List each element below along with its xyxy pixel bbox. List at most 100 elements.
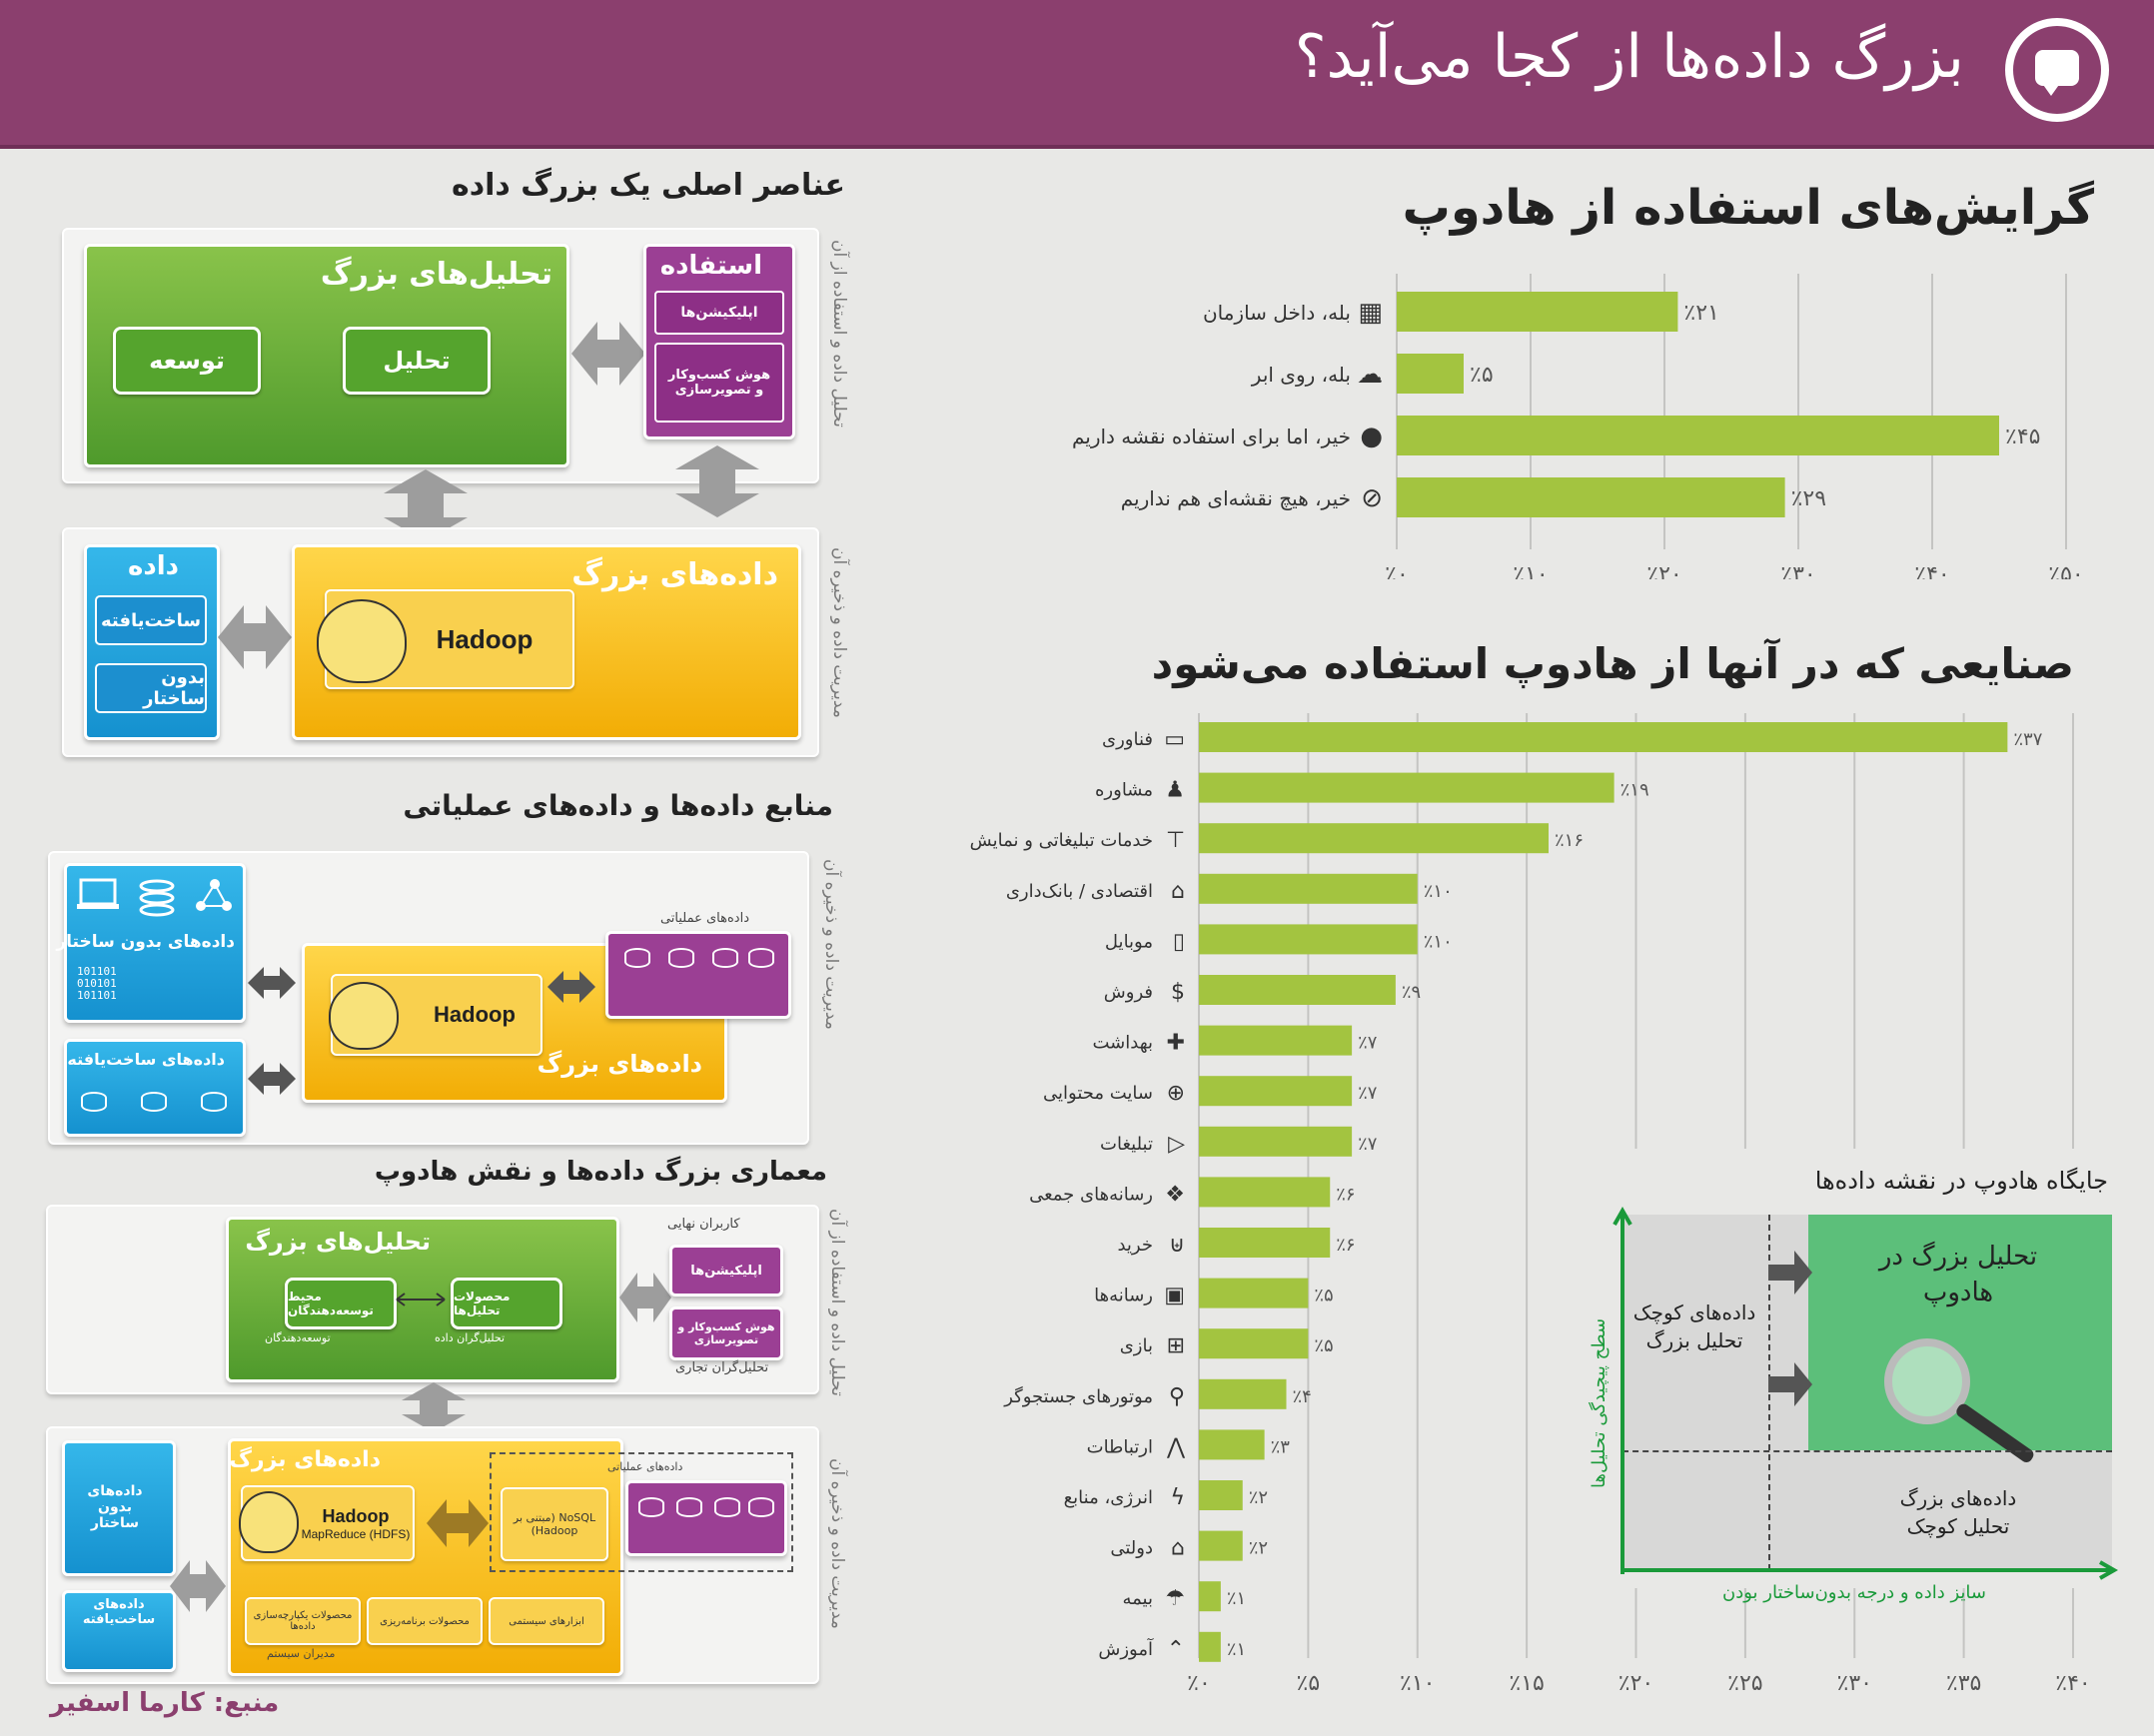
- sources-hadoop-box[interactable]: Hadoop: [329, 974, 542, 1056]
- arch-unstructured-label: داده‌های بدون ساختار: [87, 1483, 143, 1531]
- arch-bi-box[interactable]: هوش کسب‌وکار و تصویرسازی: [669, 1306, 783, 1360]
- arch-bi-label: هوش کسب‌وکار و تصویرسازی: [677, 1320, 775, 1346]
- end-users-label: کاربران نهایی: [667, 1217, 740, 1232]
- category-label: خدمات تبلیغاتی و نمایش: [970, 830, 1153, 851]
- antenna-icon: ⋀: [1166, 1434, 1186, 1459]
- category-label: انرژی، منابع: [1064, 1487, 1153, 1508]
- x-tick-label: ٪۱۵: [1509, 1671, 1544, 1696]
- bar: [1199, 1581, 1221, 1612]
- big-analytics-title: تحلیل‌های بزرگ: [320, 257, 552, 292]
- bar-value-label: ٪۲: [1249, 1487, 1268, 1508]
- umbrella-icon: ☂: [1165, 1586, 1185, 1611]
- bar-value-label: ٪۹: [1402, 982, 1421, 1003]
- hadoop-box[interactable]: Hadoop: [317, 589, 574, 689]
- bar-value-label: ٪۱: [1227, 1639, 1246, 1660]
- tv-icon: ▣: [1164, 1284, 1185, 1308]
- double-arrow-icon-4: [248, 1063, 296, 1095]
- double-arrow-icon-3: [248, 967, 296, 999]
- arch-hadoop-box[interactable]: Hadoop MapReduce (HDFS): [239, 1485, 415, 1561]
- bar-value-label: ٪۴۵: [2005, 425, 2040, 449]
- bar-value-label: ٪۵: [1314, 1286, 1333, 1306]
- x-tick-label: ٪۴۰: [1914, 562, 1949, 579]
- database-icon: [638, 1497, 664, 1517]
- category-label: بیمه: [1123, 1588, 1154, 1609]
- quadrant-divider-h: [1622, 1450, 2112, 1452]
- bar-value-label: ٪۲۹: [1791, 486, 1826, 511]
- bar-value-label: ٪۳۷: [2013, 729, 2042, 750]
- arch-apps-box[interactable]: اپلیکیشن‌ها: [669, 1245, 783, 1297]
- x-tick-label: ٪۱۰: [1400, 1671, 1435, 1696]
- arch-unstructured-box: داده‌های بدون ساختار: [62, 1440, 176, 1576]
- x-tick-label: ٪۵: [1297, 1671, 1321, 1696]
- x-tick-label: ٪۳۰: [1780, 562, 1815, 579]
- government-icon: ⌂: [1171, 1536, 1185, 1561]
- graduation-icon: ⌃: [1167, 1637, 1185, 1662]
- developers-label: توسعه‌دهندگان: [265, 1331, 331, 1344]
- bar-value-label: ٪۱۶: [1555, 830, 1584, 851]
- develop-button[interactable]: توسعه: [113, 327, 261, 395]
- bi-button[interactable]: هوش کسب‌وکار و تصویرسازی: [654, 343, 784, 423]
- speech-icon: ●: [1360, 422, 1383, 451]
- bar: [1199, 1025, 1353, 1056]
- planning-box[interactable]: محصولات برنامه‌ریزی: [367, 1597, 483, 1645]
- bar-value-label: ٪۵: [1470, 363, 1494, 388]
- bar-value-label: ٪۷: [1358, 1083, 1378, 1104]
- arch-apps-label: اپلیکیشن‌ها: [690, 1263, 762, 1279]
- sources-big-data-title: داده‌های بزرگ: [537, 1050, 702, 1078]
- quadrant-top-right: تحلیل بزرگ در هادوپ: [1848, 1239, 2068, 1310]
- sources-hadoop-label: Hadoop: [434, 1002, 516, 1027]
- x-tick-label: ٪۵۰: [2048, 562, 2083, 579]
- bar: [1199, 1126, 1353, 1157]
- bolt-icon: ϟ: [1170, 1485, 1185, 1510]
- hadoop-label: Hadoop: [436, 623, 534, 654]
- play-icon: ▷: [1168, 1132, 1185, 1157]
- dollar-icon: $: [1171, 980, 1185, 1005]
- sys-admins-label: مدیران سیستم: [267, 1647, 336, 1660]
- x-tick-label: ٪۴۰: [2055, 1671, 2090, 1696]
- system-tools-box[interactable]: ابزارهای سیستمی: [489, 1597, 604, 1645]
- chart2-svg: ٪۰ ٪۵ ٪۱۰ ٪۱۵ ٪۲۰ ٪۲۵ ٪۳۰ ٪۳۵ ٪۴۰ ٪۳۷ ▭ فناوری ٪۱۹ ♟ م…: [970, 713, 2091, 1696]
- search-icon: ⚲: [1169, 1384, 1185, 1409]
- data-title: داده: [128, 551, 179, 581]
- vertical-arrow-icon-2: [675, 445, 759, 517]
- bar: [1199, 1378, 1287, 1409]
- integration-box[interactable]: محصولات یکپارچه‌سازی داده‌ها: [245, 1597, 361, 1645]
- category-label: سایت محتوایی: [1043, 1083, 1153, 1104]
- bar-value-label: ٪۴: [1293, 1386, 1312, 1407]
- arch-nosql-box[interactable]: NoSQL (مبتنی بر Hadoop): [501, 1487, 608, 1561]
- binary-icon: 101101 010101 101101: [77, 965, 117, 1002]
- arch-heading: معماری بزرگ داده‌ها و نقش هادوپ: [374, 1157, 827, 1187]
- analysis-button[interactable]: تحلیل: [343, 327, 491, 395]
- double-arrow-icon: [571, 322, 645, 386]
- analytics-products-button[interactable]: محصولات تحلیل‌ها: [451, 1278, 562, 1329]
- bar-value-label: ٪۳: [1271, 1436, 1291, 1457]
- x-tick-label: ٪۳۰: [1837, 1671, 1872, 1696]
- arch-analytics-box: تحلیل‌های بزرگ محیط توسعه‌دهندگان محصولا…: [226, 1217, 619, 1382]
- big-data-box: داده‌های بزرگ Hadoop: [292, 544, 801, 740]
- bar: [1397, 354, 1464, 394]
- globe-icon: ⊕: [1167, 1081, 1185, 1106]
- arch-hadoop-label: Hadoop: [322, 1505, 390, 1526]
- page-title: بزرگ داده‌ها از کجا می‌آید؟: [1294, 22, 1964, 92]
- dev-env-button[interactable]: محیط توسعه‌دهندگان: [285, 1278, 397, 1329]
- vertical-arrow-icon: [384, 469, 468, 541]
- quadrant-top-right-line2: هادوپ: [1922, 1278, 1994, 1307]
- source-credit: منبع: کارما اسفیر: [50, 1688, 280, 1718]
- mobile-icon: ▯: [1173, 929, 1185, 954]
- apps-button[interactable]: اپلیکیشن‌ها: [654, 291, 784, 335]
- x-tick-label: ٪۲۵: [1727, 1671, 1762, 1696]
- quadrant-axes: [1613, 1206, 2119, 1580]
- structured-button[interactable]: ساخت‌یافته: [95, 595, 207, 645]
- unstructured-button[interactable]: بدون ساختار: [95, 663, 207, 713]
- category-label: موتورهای جستجوگر: [1003, 1385, 1153, 1407]
- arch-hadoop-sub: MapReduce (HDFS): [301, 1526, 411, 1541]
- database-icon: [714, 1497, 740, 1517]
- bi-line2: و تصویرسازی: [674, 383, 764, 398]
- bar: [1199, 1278, 1309, 1308]
- category-label: مشاوره: [1095, 780, 1153, 801]
- elements-heading: عناصر اصلی یک بزرگ داده: [452, 168, 845, 203]
- side-label-arch-top: تحلیل داده و استفاده از آن: [827, 1209, 847, 1396]
- arch-operational-box: [625, 1480, 787, 1556]
- usage-box: استفاده اپلیکیشن‌ها هوش کسب‌وکار و تصویر…: [643, 244, 795, 439]
- bar: [1397, 292, 1678, 332]
